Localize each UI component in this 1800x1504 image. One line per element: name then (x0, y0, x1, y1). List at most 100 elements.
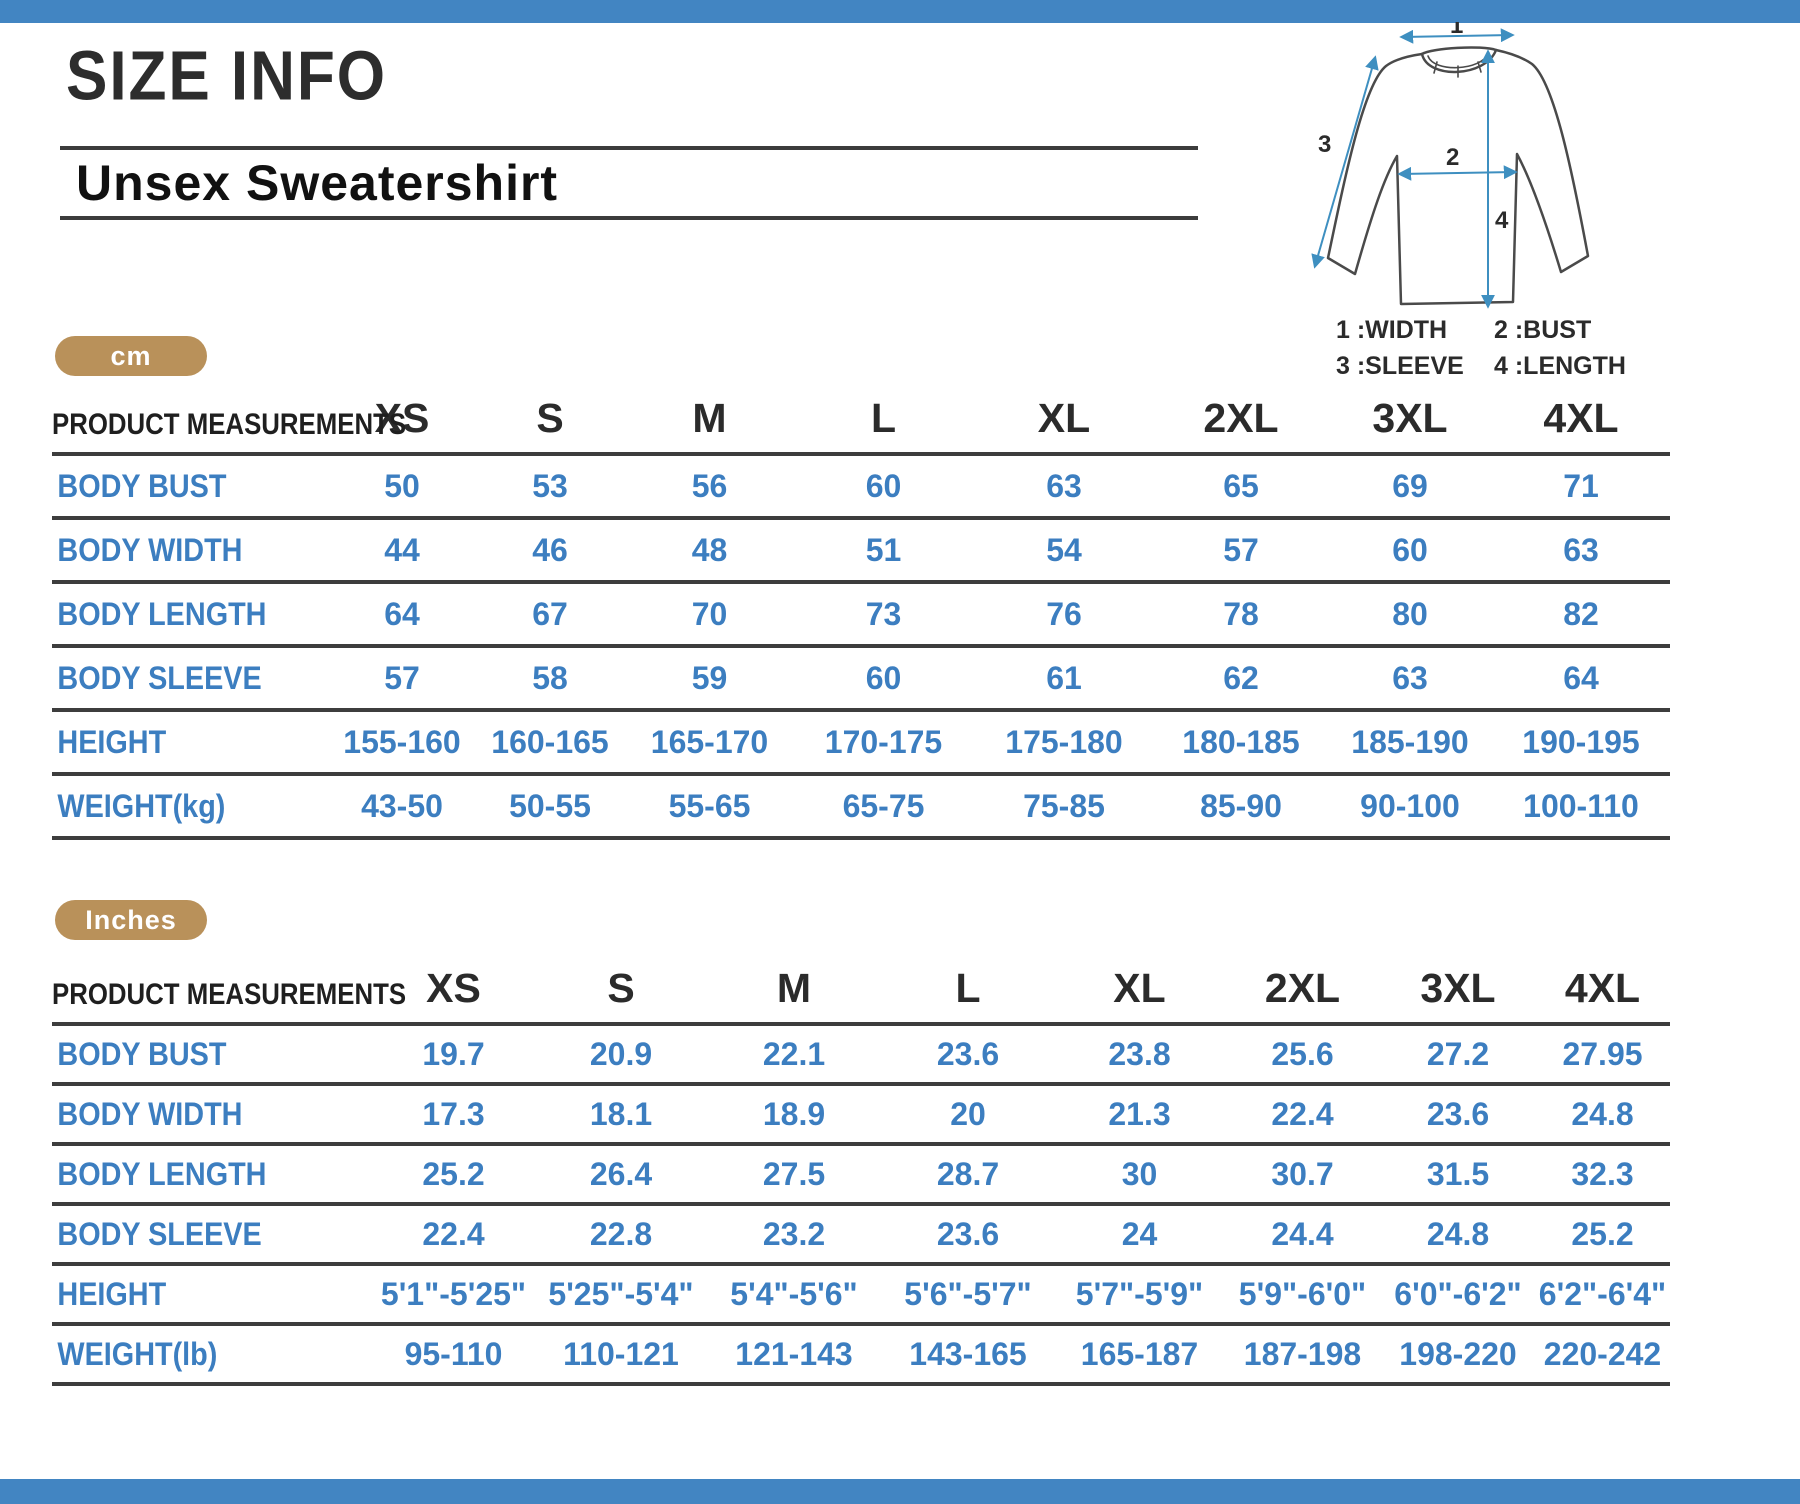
size-value-cell: 165-170 (626, 710, 793, 776)
size-value-cell: 5'7"-5'9" (1055, 1264, 1224, 1326)
size-value-cell: 24.8 (1535, 1084, 1670, 1146)
size-value-cell: 27.95 (1535, 1024, 1670, 1086)
size-value-cell: 27.2 (1381, 1024, 1535, 1086)
size-value-cell: 78 (1154, 582, 1328, 648)
size-value-cell: 5'9"-6'0" (1224, 1264, 1381, 1326)
size-value-cell: 24 (1055, 1204, 1224, 1266)
size-value-cell: 69 (1328, 454, 1492, 520)
collar-rib (1433, 61, 1438, 74)
row-label: BODY SLEEVE (52, 646, 330, 712)
size-value-cell: 23.6 (881, 1024, 1055, 1086)
size-column-header: 2XL (1224, 958, 1381, 1026)
product-name-banner: Unsex Sweatershirt (60, 146, 1198, 220)
size-value-cell: 64 (1492, 646, 1670, 712)
product-name: Unsex Sweatershirt (76, 155, 559, 211)
row-label-text: WEIGHT(kg) (57, 787, 226, 824)
sweatshirt-diagram: 1 2 3 4 (1311, 22, 1590, 309)
size-value-cell: 54 (974, 518, 1154, 584)
size-value-cell: 18.1 (535, 1084, 707, 1146)
row-label: HEIGHT (52, 710, 330, 776)
size-value-cell: 23.6 (881, 1204, 1055, 1266)
size-value-cell: 30.7 (1224, 1144, 1381, 1206)
collar-outer (1420, 46, 1498, 56)
row-label-text: BODY WIDTH (57, 531, 243, 568)
table-row: HEIGHT 155-160 160-165 165-170 170-175 175-18… (52, 710, 1670, 776)
size-table-inches: PRODUCT MEASUREMENTS XS S M L XL 2XL 3XL 4XL BODY… (52, 958, 1670, 1386)
size-value-cell: 80 (1328, 582, 1492, 648)
row-label-text: BODY BUST (57, 1035, 227, 1072)
size-value-cell: 46 (474, 518, 626, 584)
size-value-cell: 17.3 (372, 1084, 535, 1146)
row-label: BODY WIDTH (52, 518, 330, 584)
size-value-cell: 58 (474, 646, 626, 712)
size-value-cell: 121-143 (707, 1324, 881, 1386)
size-value-cell: 6'0"-6'2" (1381, 1264, 1535, 1326)
size-value-cell: 23.6 (1381, 1084, 1535, 1146)
size-value-cell: 73 (793, 582, 974, 648)
collar-rib (1477, 61, 1482, 73)
legend-bust: 2 :BUST (1494, 316, 1592, 344)
size-value-cell: 19.7 (372, 1024, 535, 1086)
size-value-cell: 85-90 (1154, 774, 1328, 840)
size-value-cell: 24.4 (1224, 1204, 1381, 1266)
size-value-cell: 25.2 (372, 1144, 535, 1206)
size-value-cell: 57 (330, 646, 474, 712)
size-value-cell: 143-165 (881, 1324, 1055, 1386)
size-column-header: 4XL (1535, 958, 1670, 1026)
size-value-cell: 18.9 (707, 1084, 881, 1146)
size-value-cell: 67 (474, 582, 626, 648)
size-value-cell: 90-100 (1328, 774, 1492, 840)
table-header: PRODUCT MEASUREMENTS XS S M L XL 2XL 3XL 4XL (52, 958, 1670, 1026)
row-label: WEIGHT(kg) (52, 774, 330, 840)
size-column-header: 4XL (1492, 384, 1670, 456)
size-value-cell: 190-195 (1492, 710, 1670, 776)
size-value-cell: 43-50 (330, 774, 474, 840)
row-label: BODY LENGTH (52, 1144, 372, 1206)
row-label: WEIGHT(lb) (52, 1324, 372, 1386)
collar-band (1420, 48, 1498, 74)
table-row: BODY LENGTH 25.2 26.4 27.5 28.7 30 30.7 31.5 32.… (52, 1144, 1670, 1206)
sleeve-arrow (1311, 55, 1379, 269)
size-value-cell: 187-198 (1224, 1324, 1381, 1386)
size-value-cell: 155-160 (330, 710, 474, 776)
row-label: HEIGHT (52, 1264, 372, 1326)
size-value-cell: 62 (1154, 646, 1328, 712)
size-value-cell: 6'2"-6'4" (1535, 1264, 1670, 1326)
row-label-text: BODY SLEEVE (57, 1215, 262, 1252)
row-label-text: BODY WIDTH (57, 1095, 243, 1132)
size-column-header: XS (372, 958, 535, 1026)
size-value-cell: 25.6 (1224, 1024, 1381, 1086)
size-value-cell: 185-190 (1328, 710, 1492, 776)
row-label: BODY SLEEVE (52, 1204, 372, 1266)
size-value-cell: 170-175 (793, 710, 974, 776)
size-value-cell: 22.4 (372, 1204, 535, 1266)
size-value-cell: 5'6"-5'7" (881, 1264, 1055, 1326)
measurements-header: PRODUCT MEASUREMENTS (52, 958, 406, 1026)
diagram-legend: 1 :WIDTH 2 :BUST 3 :SLEEVE 4 :LENGTH (1336, 316, 1626, 381)
size-value-cell: 48 (626, 518, 793, 584)
size-value-cell: 51 (793, 518, 974, 584)
measurements-header-label: PRODUCT MEASUREMENTS (52, 408, 407, 441)
row-label: BODY WIDTH (52, 1084, 372, 1146)
size-value-cell: 60 (793, 454, 974, 520)
table-row: BODY BUST 50 53 56 60 63 65 69 71 (52, 454, 1670, 520)
table-row: BODY SLEEVE 22.4 22.8 23.2 23.6 24 24.4 24.8 25.… (52, 1204, 1670, 1266)
length-marker: 4 (1495, 207, 1509, 234)
size-value-cell: 22.8 (535, 1204, 707, 1266)
size-value-cell: 50 (330, 454, 474, 520)
size-value-cell: 30 (1055, 1144, 1224, 1206)
page-title: SIZE INFO (66, 37, 387, 115)
table-row: BODY LENGTH 64 67 70 73 76 78 80 82 (52, 582, 1670, 648)
size-value-cell: 5'25"-5'4" (535, 1264, 707, 1326)
size-value-cell: 82 (1492, 582, 1670, 648)
size-column-header: XL (974, 384, 1154, 456)
measurements-header-label: PRODUCT MEASUREMENTS (52, 978, 407, 1011)
row-label-text: BODY BUST (57, 467, 227, 504)
row-label: BODY BUST (52, 1024, 372, 1086)
size-value-cell: 23.8 (1055, 1024, 1224, 1086)
size-value-cell: 160-165 (474, 710, 626, 776)
size-column-header: 3XL (1328, 384, 1492, 456)
width-arrow (1399, 28, 1515, 44)
table-body: BODY BUST 50 53 56 60 63 65 69 71 BODY WIDTH 44 46 4… (52, 454, 1670, 840)
measurements-header: PRODUCT MEASUREMENTS (52, 384, 406, 456)
